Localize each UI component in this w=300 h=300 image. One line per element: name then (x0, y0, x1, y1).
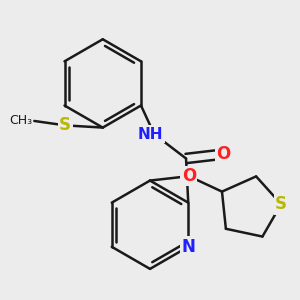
Text: O: O (216, 145, 231, 163)
Text: CH₃: CH₃ (10, 115, 33, 128)
Text: N: N (181, 238, 195, 256)
Text: S: S (275, 195, 287, 213)
Text: O: O (182, 167, 196, 185)
Text: NH: NH (138, 127, 164, 142)
Text: S: S (59, 116, 71, 134)
